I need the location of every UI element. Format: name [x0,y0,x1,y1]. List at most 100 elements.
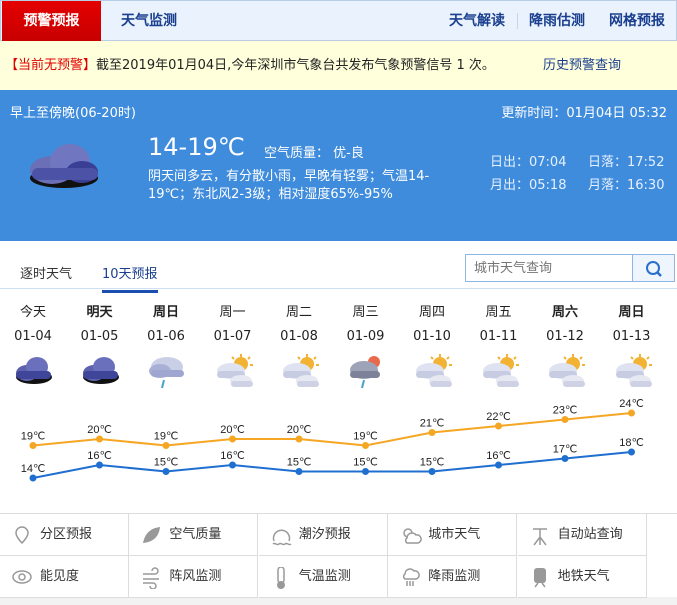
leaf-icon [143,527,161,543]
high-temp-point [29,442,37,449]
link-sun-cloud[interactable]: 城市天气 [388,514,518,556]
high-temp-label: 22℃ [486,411,511,423]
forecast-date: 01-11 [479,329,518,344]
low-temp-label: 14℃ [21,463,46,475]
air-quality: 空气质量： 优-良 [264,146,364,161]
temperature-chart: 19℃ 20℃ 19℃ 20℃ 20℃ 19℃ 21℃ 22℃ 23℃ 24℃ 14℃ 16℃ 15℃ 1… [21,398,644,482]
forecast-day: 周三 [352,305,379,320]
link-eye[interactable]: 能见度 [0,556,129,598]
forecast-day: 明天 [86,305,113,320]
high-temp-label: 23℃ [553,405,578,417]
link-leaf[interactable]: 空气质量 [129,514,259,556]
low-temp-label: 16℃ [87,450,112,462]
search-icon [646,261,662,277]
forecast-date: 01-09 [346,329,385,344]
wind-icon [143,567,160,589]
quick-links-grid: 分区预报 空气质量 潮汐预报 城市天气 自动站查询能见度 阵风监测 气温监测 降雨监测 地铁天气 [0,513,677,598]
low-temp-label: 16℃ [486,450,511,462]
search-button[interactable] [633,254,675,282]
low-temp-label: 15℃ [154,457,179,469]
high-temp-label: 19℃ [21,431,46,443]
eye-icon [12,570,32,584]
sun-cloud-icon [403,528,423,544]
tab-10-day[interactable]: 10天预报 [102,263,158,293]
high-temp-point [295,435,303,443]
link-label: 空气质量 [169,527,222,542]
forecast-date: 01-12 [546,329,584,344]
low-temp-line [32,451,632,479]
divider [0,288,677,289]
tab-warning-forecast[interactable]: 预警预报 [2,1,101,41]
map-pin-icon [15,526,29,545]
tab-hourly[interactable]: 逐时天气 [20,267,73,282]
high-temp-point [495,422,502,430]
high-temp-line [32,412,632,447]
forecast-day: 周二 [285,305,312,320]
forecast-day: 周六 [551,305,578,320]
history-warning-link[interactable]: 历史预警查询 [543,58,622,73]
link-label: 分区预报 [40,527,93,542]
sunset: 日落：17:52 [588,155,665,170]
link-station[interactable]: 自动站查询 [517,514,647,556]
high-temp-point [428,429,436,436]
low-temp-label: 15℃ [287,457,312,469]
link-rain-estimate[interactable]: 降雨估测 [529,13,585,29]
link-wave[interactable]: 潮汐预报 [258,514,388,556]
link-wind[interactable]: 阵风监测 [129,556,259,598]
low-temp-point [96,461,103,469]
link-label: 阵风监测 [169,569,222,584]
low-temp-point [561,455,569,462]
forecast-day: 周四 [418,305,445,320]
update-time: 更新时间：01月04日 05:32 [501,106,667,121]
city-search-input[interactable] [465,254,633,282]
overcast-icon [67,353,133,389]
forecast-period: 早上至傍晚(06-20时) [10,106,136,121]
high-temp-label: 20℃ [287,424,312,436]
link-label: 城市天气 [428,527,481,542]
forecast-date: 01-07 [213,329,252,344]
low-temp-label: 17℃ [553,444,578,456]
partly-cloudy-icon [532,353,598,389]
partly-cloudy-icon [399,353,465,389]
link-rain-cloud[interactable]: 降雨监测 [388,556,518,598]
low-temp-label: 16℃ [220,450,245,462]
link-label: 气温监测 [298,569,351,584]
low-temp-point [362,468,369,475]
forecast-date: 01-04 [14,329,52,344]
link-map-pin[interactable]: 分区预报 [0,514,129,556]
link-weather-interpretation[interactable]: 天气解读 [449,13,505,29]
link-train[interactable]: 地铁天气 [517,556,647,598]
forecast-date: 01-13 [612,329,651,344]
low-temp-point [29,474,37,482]
forecast-day: 周日 [618,305,645,320]
high-temp-point [229,435,236,443]
link-label: 降雨监测 [428,569,481,584]
low-temp-point [495,461,502,469]
forecast-date: 01-06 [147,329,185,344]
link-grid-forecast[interactable]: 网格预报 [609,13,665,29]
link-label: 地铁天气 [557,569,610,584]
partly-cloudy-icon [599,353,665,389]
high-temp-label: 20℃ [87,424,112,436]
high-temp-point [362,442,369,449]
shower-icon [333,353,399,389]
high-temp-label: 21℃ [420,418,445,430]
tab-weather-monitor[interactable]: 天气监测 [121,13,177,29]
forecast-day: 周日 [152,305,179,320]
link-label: 潮汐预报 [298,527,351,542]
high-temp-point [628,409,635,417]
high-temp-label: 24℃ [619,398,644,410]
current-weather-panel: 早上至傍晚(06-20时) 更新时间：01月04日 05:32 14-19℃ 空… [0,90,677,240]
low-temp-point [295,468,303,475]
high-temp-label: 20℃ [220,424,245,436]
warning-status: 【当前无预警】 [5,58,97,73]
link-label: 自动站查询 [557,527,623,542]
link-thermometer[interactable]: 气温监测 [258,556,388,598]
warning-text: 截至2019年01月04日,今年深圳市气象台共发布气象预警信号 1 次。 [96,58,495,73]
partly-cloudy-icon [466,353,532,389]
high-temp-label: 19℃ [353,431,378,443]
temperature-range: 14-19℃ [148,133,245,161]
high-temp-label: 19℃ [154,431,179,443]
moonrise: 月出：05:18 [490,178,567,193]
high-temp-point [96,435,103,443]
